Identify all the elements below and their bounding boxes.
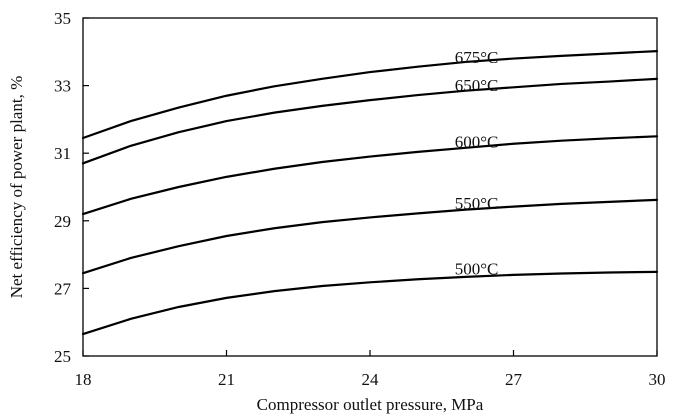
x-tick-marks xyxy=(82,350,658,356)
y-tick-label: 27 xyxy=(54,279,72,298)
x-axis-label: Compressor outlet pressure, MPa xyxy=(257,395,484,414)
plot-frame xyxy=(82,17,658,357)
series-lines xyxy=(81,50,659,336)
x-tick-labels: 18 21 24 27 30 xyxy=(75,370,666,389)
series-line-550 xyxy=(81,198,659,275)
y-tick-label: 31 xyxy=(54,144,71,163)
y-tick-label: 35 xyxy=(54,9,71,28)
y-axis-label: Net efficiency of power plant, % xyxy=(7,76,26,299)
series-label: 675°C xyxy=(455,48,499,67)
y-tick-labels: 25 27 29 31 33 35 xyxy=(54,9,72,366)
series-label: 500°C xyxy=(455,259,499,278)
y-tick-label: 33 xyxy=(54,77,71,96)
y-tick-label: 29 xyxy=(54,212,71,231)
x-tick-label: 27 xyxy=(505,370,523,389)
series-label: 600°C xyxy=(455,133,499,152)
x-tick-label: 24 xyxy=(362,370,380,389)
series-line-500 xyxy=(81,270,659,336)
series-label: 550°C xyxy=(455,194,499,213)
series-label: 650°C xyxy=(455,76,499,95)
y-tick-label: 25 xyxy=(54,347,71,366)
x-tick-label: 18 xyxy=(75,370,92,389)
series-labels: 675°C 650°C 600°C 550°C 500°C xyxy=(455,48,499,279)
x-tick-label: 30 xyxy=(649,370,666,389)
series-line-600 xyxy=(81,135,659,216)
y-tick-marks xyxy=(83,17,89,357)
series-line-650 xyxy=(81,77,659,165)
x-tick-label: 21 xyxy=(218,370,235,389)
series-line-675 xyxy=(81,50,659,140)
